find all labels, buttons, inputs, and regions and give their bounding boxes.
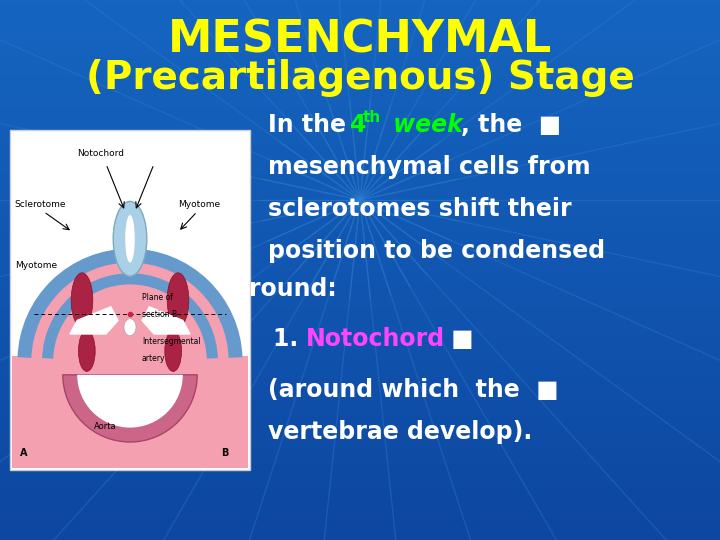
Text: Myotome: Myotome xyxy=(178,200,220,210)
Text: (Precartilagenous) Stage: (Precartilagenous) Stage xyxy=(86,59,634,97)
Wedge shape xyxy=(52,283,208,361)
Text: Intersegmental: Intersegmental xyxy=(142,337,201,346)
Text: artery: artery xyxy=(142,354,166,363)
Text: A: A xyxy=(19,448,27,458)
Text: Aorta: Aorta xyxy=(94,422,117,431)
Text: Notochord: Notochord xyxy=(306,327,445,351)
Wedge shape xyxy=(63,375,197,442)
Text: around:: around: xyxy=(233,277,337,301)
Text: In the: In the xyxy=(268,113,354,137)
Text: section B: section B xyxy=(142,310,177,319)
Text: sclerotomes shift their: sclerotomes shift their xyxy=(268,197,572,221)
Text: B: B xyxy=(221,448,228,458)
Text: position to be condensed: position to be condensed xyxy=(268,239,605,263)
Text: ■: ■ xyxy=(443,327,474,351)
Text: Sclerotome: Sclerotome xyxy=(15,200,66,210)
Bar xyxy=(12,356,248,468)
Ellipse shape xyxy=(71,273,93,327)
Text: , the  ■: , the ■ xyxy=(461,113,561,137)
Text: vertebrae develop).: vertebrae develop). xyxy=(268,420,532,443)
Polygon shape xyxy=(142,307,190,334)
Ellipse shape xyxy=(78,330,95,372)
Ellipse shape xyxy=(113,201,147,276)
Text: 4: 4 xyxy=(350,113,366,137)
Text: th: th xyxy=(363,110,382,125)
Ellipse shape xyxy=(124,319,136,336)
Text: Plane of: Plane of xyxy=(142,293,173,302)
Polygon shape xyxy=(70,307,118,334)
Bar xyxy=(10,130,250,470)
Text: mesenchymal cells from: mesenchymal cells from xyxy=(268,155,590,179)
Ellipse shape xyxy=(165,330,181,372)
Text: Notochord: Notochord xyxy=(77,149,125,158)
Text: MESENCHYMAL: MESENCHYMAL xyxy=(168,18,552,62)
Wedge shape xyxy=(77,375,183,428)
Ellipse shape xyxy=(167,273,189,327)
Text: week: week xyxy=(385,113,463,137)
Text: (around which  the  ■: (around which the ■ xyxy=(268,377,559,402)
Text: 1.: 1. xyxy=(273,327,307,351)
Ellipse shape xyxy=(125,215,135,262)
Text: Myotome: Myotome xyxy=(15,261,57,271)
Wedge shape xyxy=(24,255,235,361)
